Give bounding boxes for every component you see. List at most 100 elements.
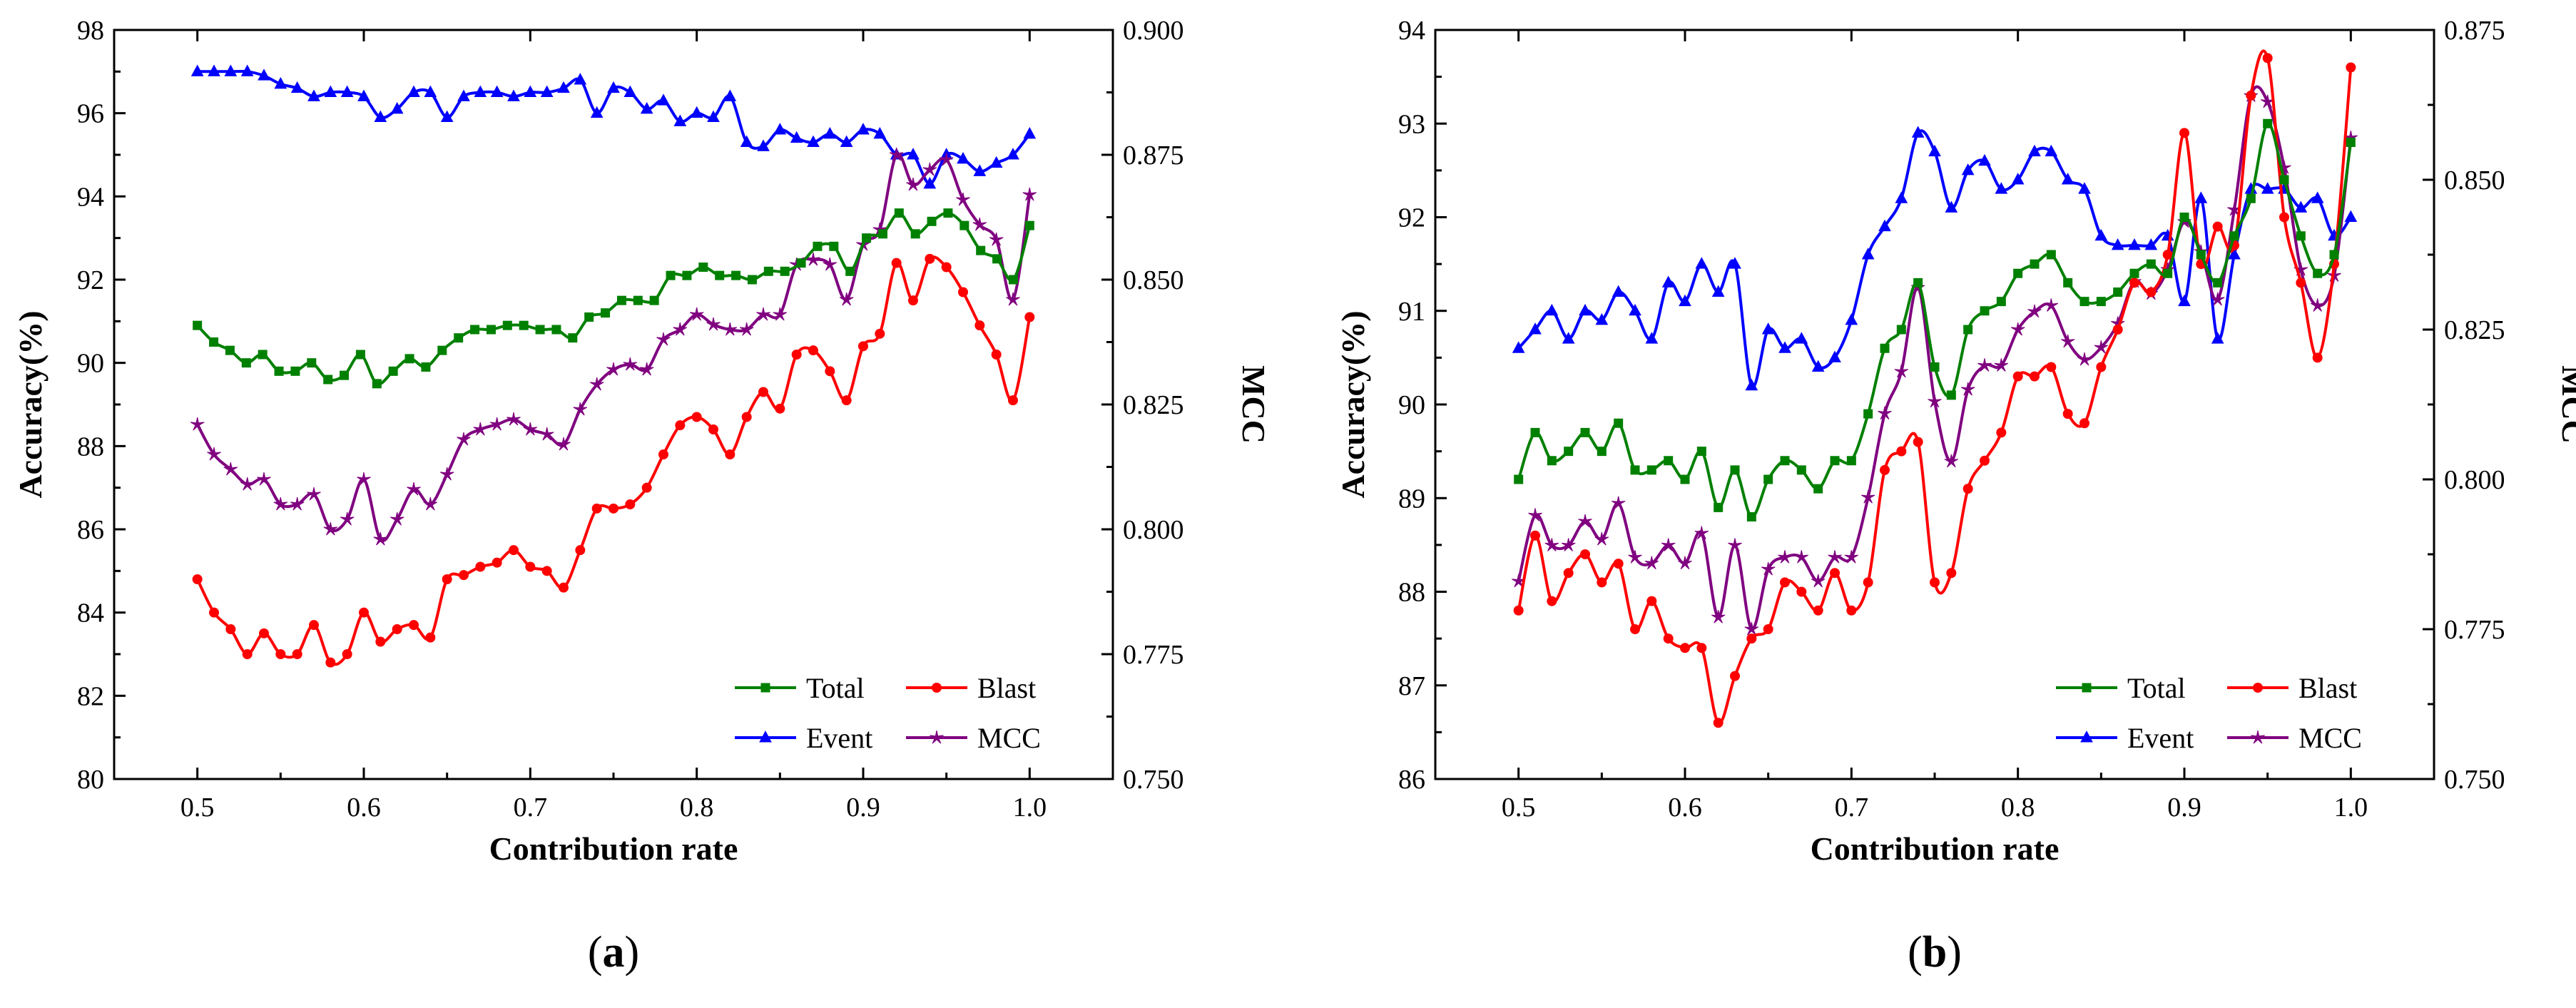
data-point-event bbox=[258, 68, 270, 81]
data-point-mcc bbox=[240, 477, 255, 491]
series-group bbox=[1511, 49, 2358, 728]
y-tick-label: 80 bbox=[77, 765, 104, 795]
data-point-event bbox=[2128, 238, 2141, 250]
y-tick-label: 88 bbox=[77, 432, 104, 462]
data-point-total bbox=[715, 270, 725, 280]
data-point-blast bbox=[891, 258, 902, 268]
data-point-event bbox=[640, 101, 653, 114]
data-point-total bbox=[519, 320, 529, 330]
y-tick-label: 87 bbox=[1398, 671, 1425, 701]
data-point-total bbox=[992, 254, 1002, 264]
data-point-mcc bbox=[1594, 531, 1609, 546]
data-point-mcc bbox=[1528, 508, 1542, 521]
panel-label-letter: a bbox=[603, 928, 625, 977]
series-line-mcc bbox=[1517, 85, 2353, 631]
data-point-event bbox=[1512, 341, 1525, 353]
data-point-blast bbox=[1008, 395, 1018, 406]
y2-axis-title: MCC bbox=[2555, 365, 2576, 444]
y-tick-label: 92 bbox=[77, 265, 104, 295]
data-point-total bbox=[1646, 465, 1656, 475]
data-point-total bbox=[1597, 447, 1607, 457]
data-point-total bbox=[2013, 268, 2023, 278]
data-point-event bbox=[2111, 238, 2124, 250]
series-group bbox=[190, 64, 1037, 668]
data-point-event bbox=[957, 151, 969, 164]
data-point-mcc bbox=[1644, 556, 1659, 570]
data-point-mcc bbox=[573, 402, 588, 416]
data-point-total bbox=[2030, 259, 2040, 269]
data-point-event bbox=[524, 85, 537, 97]
data-point-mcc bbox=[706, 317, 721, 331]
data-point-mcc bbox=[673, 322, 688, 336]
data-point-total bbox=[1780, 456, 1790, 466]
data-point-event bbox=[1529, 322, 1542, 335]
data-point-blast bbox=[1730, 671, 1740, 681]
data-point-blast bbox=[392, 624, 402, 634]
data-point-total bbox=[2313, 268, 2323, 278]
data-point-total bbox=[1580, 427, 1590, 437]
data-point-blast bbox=[225, 624, 236, 634]
data-point-total bbox=[943, 208, 953, 218]
x-tick-label: 0.6 bbox=[1668, 793, 1702, 823]
panel-label-close: ) bbox=[625, 928, 640, 977]
legend: Total Blast Event MCC bbox=[735, 672, 1041, 754]
data-point-mcc bbox=[523, 422, 538, 436]
data-point-mcc bbox=[407, 482, 421, 496]
data-point-blast bbox=[1930, 577, 1940, 588]
data-point-mcc bbox=[689, 307, 704, 321]
chart-panel-a: 0.5 0.6 0.7 0.8 0.9 1.0 80 82 84 86 88 90 92 94 96 98 0.… bbox=[12, 16, 1272, 977]
data-point-event bbox=[807, 135, 820, 147]
data-point-blast bbox=[791, 350, 802, 360]
data-point-blast bbox=[958, 287, 968, 297]
data-point-total bbox=[2079, 297, 2089, 307]
y2-tick-label: 0.900 bbox=[1123, 16, 1184, 46]
data-point-event bbox=[840, 135, 853, 147]
data-point-total bbox=[1980, 306, 1990, 316]
data-point-total bbox=[1696, 447, 1706, 457]
series-line-mcc bbox=[195, 152, 1032, 542]
data-point-blast bbox=[1980, 455, 1990, 466]
x-tick-label: 0.9 bbox=[2167, 793, 2201, 823]
y2-tick-label: 0.875 bbox=[2444, 16, 2505, 46]
panel-label-close: ) bbox=[1947, 928, 1962, 977]
data-point-mcc bbox=[1844, 550, 1859, 564]
data-point-mcc bbox=[939, 152, 954, 166]
data-point-blast bbox=[1580, 549, 1590, 559]
data-point-mcc bbox=[889, 147, 904, 161]
data-point-event bbox=[1795, 332, 1808, 344]
data-point-total bbox=[763, 266, 773, 276]
data-point-blast bbox=[1547, 596, 1557, 606]
data-point-mcc bbox=[1711, 610, 1726, 623]
data-point-event bbox=[374, 110, 387, 122]
data-point-total bbox=[796, 258, 806, 268]
data-point-blast bbox=[1680, 643, 1690, 653]
data-point-blast bbox=[2346, 62, 2356, 73]
data-point-event bbox=[1878, 219, 1891, 232]
data-point-mcc bbox=[1811, 574, 1826, 588]
data-point-mcc bbox=[556, 437, 571, 451]
y-axis-title: Accuracy(%) bbox=[12, 310, 49, 498]
x-axis-title: Contribution rate bbox=[489, 830, 738, 867]
y-tick-label: 86 bbox=[1398, 765, 1425, 795]
data-point-blast bbox=[691, 412, 702, 422]
legend-item-blast: Blast bbox=[2227, 672, 2357, 704]
data-point-mcc bbox=[1778, 550, 1792, 564]
data-point-total bbox=[1763, 474, 1773, 484]
data-point-total bbox=[666, 270, 676, 280]
data-point-blast bbox=[359, 607, 369, 618]
y2-tick-label: 0.775 bbox=[1123, 640, 1184, 670]
data-point-mcc bbox=[806, 252, 820, 266]
data-point-blast bbox=[1563, 568, 1574, 579]
data-point-total bbox=[1024, 220, 1034, 230]
data-point-blast bbox=[1530, 530, 1540, 541]
legend-item-blast: Blast bbox=[906, 672, 1036, 704]
data-point-total bbox=[551, 325, 561, 335]
series-mcc bbox=[190, 147, 1037, 546]
data-point-blast bbox=[2046, 362, 2057, 372]
data-point-total bbox=[584, 312, 594, 322]
data-point-event bbox=[1595, 313, 1609, 325]
data-point-mcc bbox=[773, 307, 788, 321]
data-point-total bbox=[682, 270, 692, 280]
data-point-total bbox=[698, 263, 708, 272]
